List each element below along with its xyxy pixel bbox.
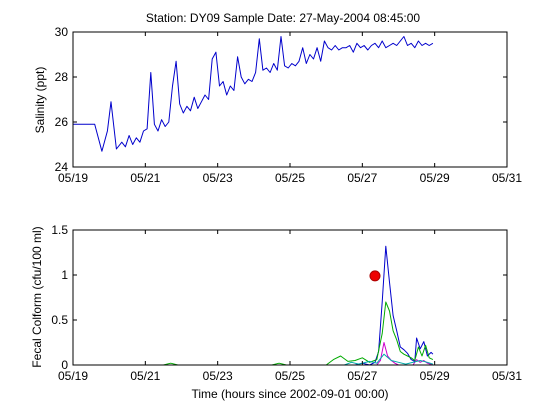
fecal-coliform-plot-frame bbox=[72, 229, 508, 366]
fecal-coliform-x-tick-label: 05/25 bbox=[275, 369, 305, 383]
sample-point-marker bbox=[369, 270, 381, 282]
salinity-plot-frame bbox=[72, 31, 508, 168]
fecal-coliform-y-tick-label: 0 bbox=[61, 358, 68, 372]
figure-title: Station: DY09 Sample Date: 27-May-2004 0… bbox=[146, 11, 420, 25]
fecal-coliform-series-line-fc_blue bbox=[73, 245, 434, 366]
salinity-x-tick-label: 05/19 bbox=[58, 171, 88, 185]
fecal-coliform-x-tick-label: 05/23 bbox=[203, 369, 233, 383]
fecal-coliform-x-tick-label: 05/27 bbox=[347, 369, 377, 383]
time-x-axis-label: Time (hours since 2002-09-01 00:00) bbox=[192, 387, 389, 401]
fecal-coliform-x-tick-label: 05/21 bbox=[130, 369, 160, 383]
fecal-coliform-x-tick-label: 05/19 bbox=[58, 369, 88, 383]
fecal-coliform-x-tick-label: 05/29 bbox=[420, 369, 450, 383]
fecal-coliform-y-tick-label: 0.5 bbox=[51, 313, 68, 327]
salinity-y-tick-label: 24 bbox=[55, 160, 69, 174]
salinity-y-tick-label: 28 bbox=[55, 70, 69, 84]
fecal-coliform-y-tick-label: 1 bbox=[61, 268, 68, 282]
fecal-coliform-series-line-fc_cyan bbox=[73, 353, 434, 366]
salinity-y-tick-label: 30 bbox=[55, 25, 69, 39]
fecal-coliform-series-line-fc_green bbox=[73, 301, 434, 366]
salinity-panel: 05/19 05/21 05/23 05/25 05/27 05/29 05/31 24 26 2… bbox=[33, 25, 522, 185]
fecal-coliform-y-tick-label: 1.5 bbox=[51, 223, 68, 237]
salinity-x-tick-label: 05/27 bbox=[347, 171, 377, 185]
salinity-series-line-salinity bbox=[73, 36, 434, 152]
salinity-x-tick-label: 05/25 bbox=[275, 171, 305, 185]
fecal-coliform-x-tick-label: 05/31 bbox=[492, 369, 522, 383]
salinity-x-tick-label: 05/23 bbox=[203, 171, 233, 185]
salinity-y-tick-label: 26 bbox=[55, 115, 69, 129]
salinity-x-tick-label: 05/31 bbox=[492, 171, 522, 185]
salinity-y-axis-label: Salinity (ppt) bbox=[33, 67, 47, 134]
fecal-coliform-panel: 05/19 05/21 05/23 05/25 05/27 05/29 05/31 0 0.5 1… bbox=[30, 223, 522, 383]
salinity-x-tick-label: 05/29 bbox=[420, 171, 450, 185]
fecal-coliform-y-axis-label: Fecal Colform (cfu/100 ml) bbox=[30, 226, 44, 367]
salinity-x-tick-label: 05/21 bbox=[130, 171, 160, 185]
